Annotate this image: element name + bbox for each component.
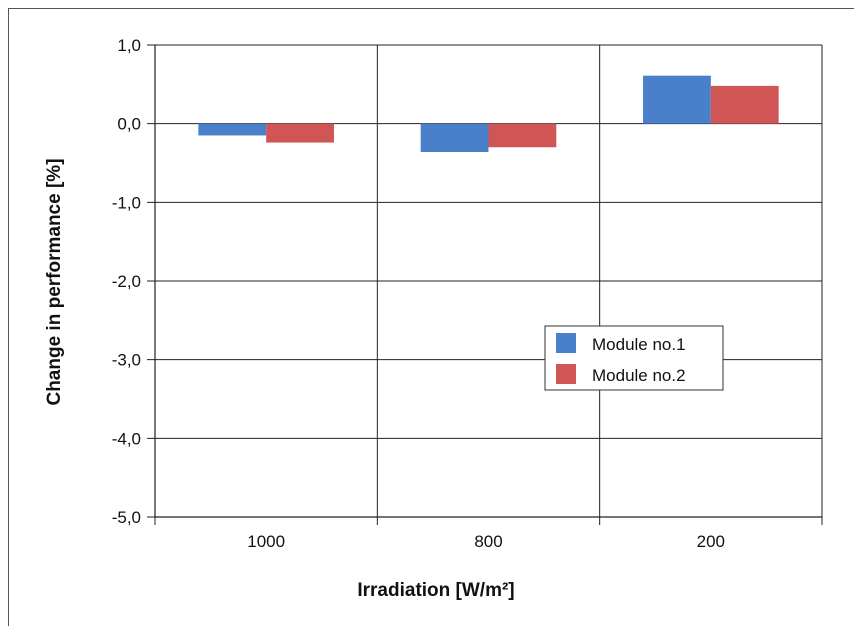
legend-swatch-module-1 [556,333,576,353]
legend-label-module-2: Module no.2 [592,366,686,385]
y-tick-label: -2,0 [112,272,141,291]
x-tick-label: 1000 [247,532,285,551]
y-tick-label: -4,0 [112,429,141,448]
y-tick-label: -5,0 [112,508,141,527]
y-tick-label: 1,0 [117,36,141,55]
legend-swatch-module-2 [556,364,576,384]
bar-module-no-1-200 [643,75,711,124]
legend-label-module-1: Module no.1 [592,335,686,354]
bar-module-no-2-1000 [266,123,334,143]
x-axis-title: Irradiation [W/m²] [357,580,514,601]
bar-module-no-2-800 [488,123,557,148]
y-tick-label: -3,0 [112,351,141,370]
y-tick-label: -1,0 [112,193,141,212]
legend: Module no.1 Module no.2 [544,325,724,391]
x-tick-label: 200 [697,532,725,551]
bar-module-no-2-200 [710,85,779,124]
bar-module-no-1-800 [420,123,489,152]
bar-module-no-1-1000 [198,123,267,136]
chart-frame [8,8,854,626]
y-axis-title: Change in performance [%] [44,158,65,405]
x-tick-label: 800 [474,532,502,551]
y-tick-label: 0,0 [117,115,141,134]
